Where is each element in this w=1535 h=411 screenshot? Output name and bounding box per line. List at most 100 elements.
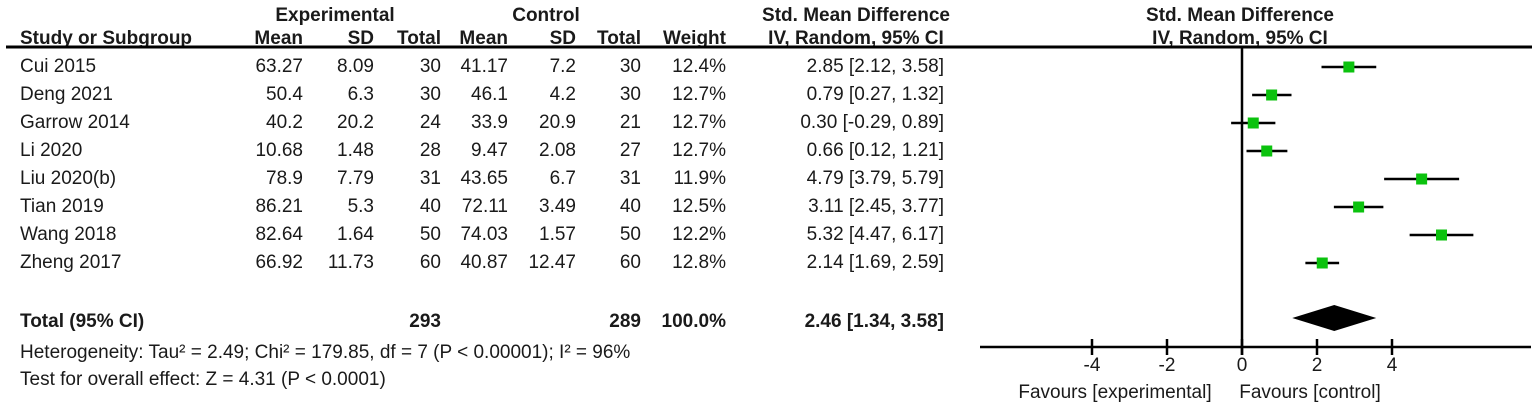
weight-value: 12.5%: [672, 196, 726, 217]
study-label: Cui 2015: [20, 56, 97, 77]
ctl-sd-header: SD: [549, 28, 576, 49]
ci-text: 2.14 [1.69, 2.59]: [806, 252, 944, 273]
study-label: Zheng 2017: [20, 252, 122, 273]
ctl-mean: 40.87: [460, 252, 508, 273]
heterogeneity-text: Heterogeneity: Tau² = 2.49; Chi² = 179.8…: [20, 342, 631, 363]
total-weight: 100.0%: [661, 311, 726, 332]
smd-plot-column-header: Std. Mean Difference: [1146, 5, 1334, 26]
exp-total: 30: [419, 56, 441, 77]
ctl-total-header: Total: [597, 28, 641, 49]
experimental-group-header: Experimental: [275, 5, 395, 26]
iv-plot-column-header: IV, Random, 95% CI: [1152, 28, 1328, 49]
ci-text: 0.66 [0.12, 1.21]: [806, 140, 944, 161]
favours-control-label: Favours [control]: [1239, 382, 1381, 403]
study-label: Deng 2021: [20, 84, 113, 105]
weight-value: 12.7%: [672, 84, 726, 105]
study-label: Garrow 2014: [20, 112, 130, 133]
ctl-total: 50: [619, 224, 641, 245]
effect-marker: [1436, 229, 1447, 241]
exp-mean: 86.21: [255, 196, 303, 217]
weight-value: 12.4%: [672, 56, 726, 77]
exp-sd: 5.3: [347, 196, 374, 217]
exp-mean: 40.2: [266, 112, 303, 133]
exp-mean: 63.27: [255, 56, 303, 77]
ctl-total: 40: [619, 196, 641, 217]
exp-sd: 1.48: [337, 140, 374, 161]
axis-tick-label: 0: [1236, 355, 1248, 376]
exp-total: 24: [419, 112, 441, 133]
weight-value: 12.8%: [672, 252, 726, 273]
ci-text: 2.85 [2.12, 3.58]: [806, 56, 944, 77]
ctl-mean: 74.03: [460, 224, 508, 245]
axis-tick-label: -2: [1158, 355, 1176, 376]
exp-sd: 1.64: [337, 224, 374, 245]
ctl-total: 31: [619, 168, 641, 189]
ctl-total: 30: [619, 84, 641, 105]
ctl-mean: 9.47: [471, 140, 508, 161]
ctl-mean: 41.17: [460, 56, 508, 77]
weight-value: 12.7%: [672, 112, 726, 133]
ctl-sd: 1.57: [539, 224, 576, 245]
ctl-mean: 43.65: [460, 168, 508, 189]
exp-mean: 66.92: [255, 252, 303, 273]
effect-marker: [1343, 61, 1355, 73]
weight-column-header: Weight: [663, 28, 726, 49]
ctl-sd: 2.08: [539, 140, 576, 161]
axis-tick-label: -4: [1083, 355, 1101, 376]
ctl-total: 30: [619, 56, 641, 77]
study-label: Tian 2019: [20, 196, 104, 217]
exp-total-header: Total: [397, 28, 441, 49]
exp-total: 31: [419, 168, 441, 189]
total-diamond: [1292, 305, 1377, 331]
study-label: Liu 2020(b): [20, 168, 117, 189]
study-column-header: Study or Subgroup: [20, 28, 193, 49]
axis-tick-label: 4: [1386, 355, 1398, 376]
total-row-label: Total (95% CI): [20, 311, 145, 332]
effect-marker: [1416, 173, 1428, 185]
ctl-sd: 12.47: [528, 252, 576, 273]
exp-mean: 78.9: [266, 168, 303, 189]
exp-mean-header: Mean: [254, 28, 303, 49]
ctl-sd: 20.9: [539, 112, 576, 133]
study-label: Li 2020: [20, 140, 83, 161]
ci-text: 4.79 [3.79, 5.79]: [806, 168, 944, 189]
exp-sd: 11.73: [327, 252, 374, 273]
exp-sd: 8.09: [337, 56, 374, 77]
total-ctl-n: 289: [609, 311, 641, 332]
iv-text-column-header: IV, Random, 95% CI: [768, 28, 944, 49]
effect-marker: [1353, 201, 1365, 213]
ctl-sd: 3.49: [539, 196, 576, 217]
favours-experimental-label: Favours [experimental]: [1018, 382, 1212, 403]
ctl-total: 27: [619, 140, 641, 161]
ctl-sd: 4.2: [549, 84, 576, 105]
exp-total: 60: [419, 252, 441, 273]
ctl-mean: 33.9: [471, 112, 508, 133]
exp-total: 40: [419, 196, 441, 217]
weight-value: 11.9%: [673, 168, 726, 189]
ctl-total: 21: [619, 112, 641, 133]
ci-text: 0.30 [-0.29, 0.89]: [800, 112, 944, 133]
effect-marker: [1316, 257, 1328, 269]
effect-marker: [1261, 145, 1273, 157]
exp-sd: 6.3: [347, 84, 374, 105]
axis-tick-label: 2: [1311, 355, 1323, 376]
exp-sd: 20.2: [337, 112, 374, 133]
total-ci-text: 2.46 [1.34, 3.58]: [804, 311, 944, 332]
ctl-sd: 6.7: [549, 168, 576, 189]
overall-effect-text: Test for overall effect: Z = 4.31 (P < 0…: [20, 369, 386, 390]
ctl-sd: 7.2: [549, 56, 576, 77]
weight-value: 12.2%: [672, 224, 726, 245]
exp-mean: 50.4: [266, 84, 303, 105]
ctl-mean: 46.1: [471, 84, 508, 105]
ctl-total: 60: [619, 252, 641, 273]
ci-text: 0.79 [0.27, 1.32]: [806, 84, 944, 105]
control-group-header: Control: [512, 5, 580, 26]
weight-value: 12.7%: [672, 140, 726, 161]
exp-mean: 10.68: [255, 140, 303, 161]
ctl-mean-header: Mean: [459, 28, 508, 49]
exp-sd: 7.79: [337, 168, 374, 189]
effect-marker: [1266, 89, 1278, 101]
effect-marker: [1247, 117, 1259, 129]
